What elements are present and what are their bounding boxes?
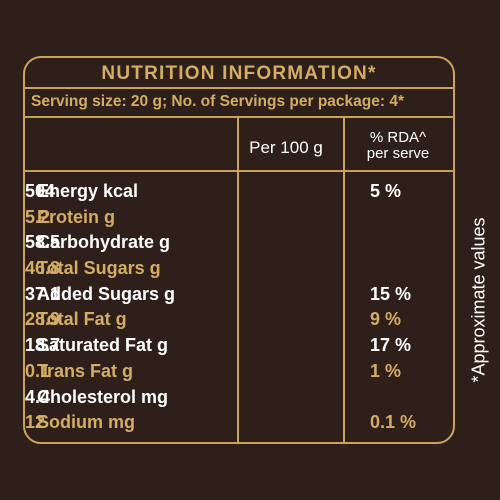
nutrient-rows: Energy kcal 504 5 % Protein g 5.2 Carbohydrat… [25,179,453,436]
divider-title [25,87,453,89]
nutrient-name: Sodium mg [37,412,135,433]
value-rda: 17 % [370,335,412,356]
nutrition-table-panel: NUTRITION INFORMATION* Serving size: 20 … [23,56,455,444]
table-row: Carbohydrate g 58.5 [25,230,453,256]
value-per-100g: 18.7 [25,335,61,356]
nutrient-name: Energy kcal [37,181,139,201]
table-row: Energy kcal 504 5 % [25,179,453,205]
header-per-100g: Per 100 g [249,138,323,157]
nutrient-name: Total Sugars g [37,258,161,279]
table-row: Total Fat g 28.9 9 % [25,307,453,333]
value-per-100g: 5.2 [25,206,51,227]
header-rda: % RDA^ per serve [343,130,453,162]
table-row: Trans Fat g 0.1 1 % [25,359,453,385]
table-row: Total Sugars g 46.8 [25,256,453,282]
nutrient-name: Carbohydrate g [37,232,171,253]
value-per-100g: 37.1 [25,283,61,304]
value-rda: 1 % [370,360,402,381]
value-per-100g: 28.9 [25,309,61,330]
value-per-100g: 4.4 [25,386,51,407]
nutrient-name: Cholesterol mg [37,386,169,407]
value-per-100g: 0.1 [25,360,51,381]
header-rda-line2: per serve [366,145,430,162]
column-divider-1 [237,116,239,442]
column-divider-2 [343,116,345,442]
divider-header [25,170,453,172]
nutrient-name: Saturated Fat g [37,335,169,356]
nutrient-name: Trans Fat g [37,360,134,381]
value-per-100g: 46.8 [25,258,61,279]
value-rda: 0.1 % [370,412,417,433]
table-row: Cholesterol mg 4.4 [25,385,453,411]
approximate-values-note: *Approximate values [468,217,489,383]
table-row: Protein g 5.2 [25,205,453,231]
value-per-100g: 12 [25,412,46,433]
nutrient-name: Protein g [37,206,116,227]
table-row: Sodium mg 12 0.1 % [25,410,453,436]
divider-serving [25,116,453,118]
table-title: NUTRITION INFORMATION* [101,63,377,84]
header-rda-line1: % RDA^ [369,129,427,146]
table-row: Saturated Fat g 18.7 17 % [25,333,453,359]
nutrient-name: Total Fat g [37,309,127,330]
nutrient-name: Added Sugars g [37,283,176,304]
serving-info: Serving size: 20 g; No. of Servings per … [31,93,404,110]
value-rda: 15 % [370,283,412,304]
value-per-100g: 58.5 [25,232,61,253]
table-row: Added Sugars g 37.1 15 % [25,282,453,308]
value-rda: 9 % [370,309,402,330]
value-rda: 5 % [370,181,402,201]
value-per-100g: 504 [25,181,56,201]
